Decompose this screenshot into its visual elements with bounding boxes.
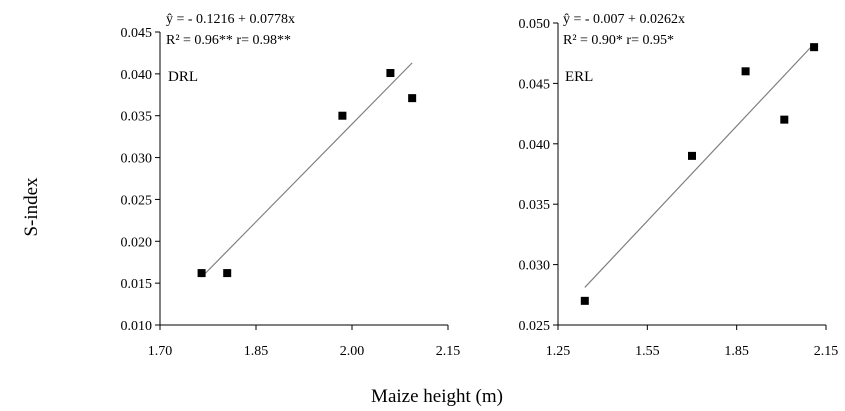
x-tick-label: 1.70 <box>148 344 173 359</box>
panel-drl: 0.010 0.015 0.020 0.025 0.030 0.035 0.040 0.045… <box>121 12 461 359</box>
y-tick-label: 0.020 <box>121 235 153 250</box>
y-tick-label: 0.035 <box>121 110 153 125</box>
panel-erl: 0.025 0.030 0.035 0.040 0.045 0.050 1.25 1.55 1.… <box>519 12 839 359</box>
x-tick-label: 2.00 <box>340 344 365 359</box>
y-tick-label: 0.010 <box>121 319 153 334</box>
x-axis-label: Maize height (m) <box>371 386 503 407</box>
regression-stats: R² = 0.90* r= 0.95* <box>563 33 674 48</box>
y-tick-label: 0.030 <box>121 152 153 167</box>
panel-label: ERL <box>565 69 593 85</box>
x-tick-label: 1.85 <box>244 344 269 359</box>
data-point <box>338 111 347 120</box>
y-tick-label: 0.025 <box>121 193 153 208</box>
regression-stats: R² = 0.96** r= 0.98** <box>166 33 291 48</box>
x-tick-label: 1.25 <box>546 344 571 359</box>
data-point <box>580 296 589 305</box>
y-tick-label: 0.015 <box>121 277 153 292</box>
panel-label: DRL <box>168 69 198 85</box>
trendline <box>201 62 413 278</box>
regression-equation: ŷ = - 0.1216 + 0.0778x <box>166 12 295 27</box>
data-point <box>780 115 789 124</box>
y-tick-label: 0.045 <box>519 77 551 92</box>
data-point <box>197 269 206 278</box>
data-point <box>741 67 750 76</box>
regression-equation: ŷ = - 0.007 + 0.0262x <box>563 12 685 27</box>
y-tick-label: 0.040 <box>519 138 551 153</box>
y-tick-label: 0.045 <box>121 26 153 41</box>
data-point <box>688 151 696 160</box>
data-point <box>408 94 417 103</box>
x-tick-label: 1.55 <box>635 344 660 359</box>
y-tick-label: 0.050 <box>519 17 551 32</box>
y-tick-label: 0.025 <box>519 319 551 334</box>
y-tick-label: 0.040 <box>121 68 153 83</box>
x-tick-label: 2.15 <box>436 344 461 359</box>
y-tick-label: 0.035 <box>519 198 551 213</box>
y-axis-label: S-index <box>21 177 42 237</box>
data-point <box>810 43 819 52</box>
x-tick-label: 1.85 <box>724 344 749 359</box>
y-tick-label: 0.030 <box>519 259 551 274</box>
data-point <box>223 269 232 278</box>
trendline <box>584 43 815 288</box>
data-point <box>386 69 395 78</box>
x-tick-label: 2.15 <box>814 344 839 359</box>
